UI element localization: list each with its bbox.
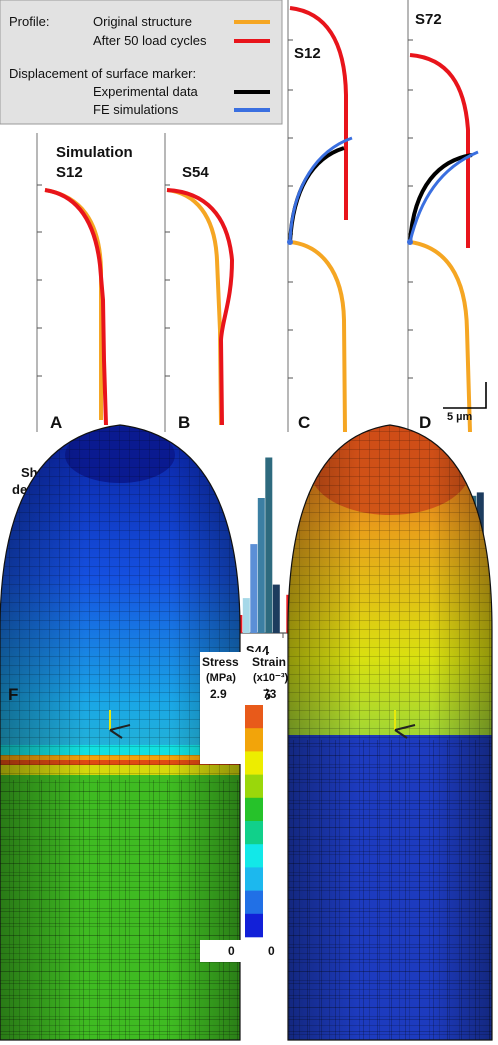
panel-d: S72 D 5 µm	[407, 0, 487, 433]
legend: Profile: Original structure After 50 loa…	[0, 0, 283, 125]
colorbar-min-bg	[200, 940, 266, 962]
panel-a-original-profile	[44, 188, 103, 420]
stress-title: Stress	[202, 655, 239, 669]
f-axes-icon	[109, 710, 131, 739]
strain-unit: (x10⁻³)	[253, 672, 288, 684]
chart-e-bar	[250, 544, 258, 633]
chart-e-bar	[242, 598, 250, 633]
colorbar-swatch	[245, 821, 263, 845]
panel-d-experimental	[408, 153, 473, 243]
legend-original-label: Original structure	[93, 14, 192, 29]
legend-fe-label: FE simulations	[93, 102, 179, 117]
stress-max: 2.9	[210, 687, 227, 701]
panel-c-letter: C	[298, 413, 310, 432]
legend-displacement-label: Displacement of surface marker:	[9, 66, 196, 81]
panel-b-original-profile	[166, 188, 223, 426]
panel-c-ticks	[288, 39, 293, 379]
panel-d-after-profile	[409, 53, 470, 248]
colorbar-swatch	[245, 797, 263, 822]
colorbar-swatch	[245, 867, 263, 891]
panel-a-title-2: S12	[56, 164, 83, 181]
panel-c-marker	[287, 239, 293, 245]
stress-unit: (MPa)	[206, 672, 236, 684]
colorbar-swatch	[245, 913, 263, 938]
colorbar: Stress (MPa) 2.9 Strain (x10⁻³) 73 0 0	[200, 652, 288, 962]
panel-f-letter: F	[8, 685, 18, 704]
panel-d-letter: D	[419, 413, 431, 432]
chart-e-bar	[272, 584, 280, 633]
legend-profile-label: Profile:	[9, 14, 49, 29]
panel-a: Simulation S12 A	[36, 133, 133, 432]
scale-bar-label: 5 µm	[447, 411, 473, 423]
chart-e-bar	[265, 457, 273, 633]
strain-max: 73	[263, 687, 277, 701]
panel-a-title-1: Simulation	[56, 144, 133, 161]
legend-after-label: After 50 load cycles	[93, 33, 207, 48]
panel-b-letter: B	[178, 413, 190, 432]
chart-e-bar	[257, 498, 265, 633]
colorbar-swatch	[245, 751, 263, 775]
colorbar-swatch	[245, 705, 263, 729]
panel-b-ticks	[165, 184, 170, 377]
panel-d-original-profile	[409, 240, 472, 433]
panel-d-title: S72	[415, 11, 442, 28]
panel-c-original-profile	[289, 240, 347, 433]
panel-c-fe	[288, 136, 353, 243]
g-axes-icon	[394, 710, 416, 739]
panel-c-title: S12	[294, 45, 321, 62]
fe-model-g: G	[258, 424, 493, 1041]
stress-min: 0	[228, 944, 235, 958]
panel-b-after-profile	[166, 188, 235, 426]
scale-bar	[443, 382, 487, 409]
colorbar-swatch	[245, 844, 263, 868]
panel-d-marker	[407, 239, 413, 245]
panel-d-fe	[408, 150, 479, 243]
strain-min: 0	[268, 944, 275, 958]
panel-b-title: S54	[182, 164, 209, 181]
colorbar-swatch	[245, 774, 263, 799]
panel-b: S54 B	[164, 133, 235, 432]
panel-d-ticks	[408, 39, 413, 379]
colorbar-swatch	[245, 890, 263, 915]
panel-a-letter: A	[50, 413, 62, 432]
panel-c-after-profile	[289, 6, 348, 220]
panel-c: S12 C	[287, 0, 353, 433]
panel-a-ticks	[37, 184, 42, 377]
legend-experimental-label: Experimental data	[93, 84, 199, 99]
colorbar-swatch	[245, 728, 263, 752]
strain-title: Strain	[252, 655, 286, 669]
panel-a-after-profile	[44, 188, 108, 426]
